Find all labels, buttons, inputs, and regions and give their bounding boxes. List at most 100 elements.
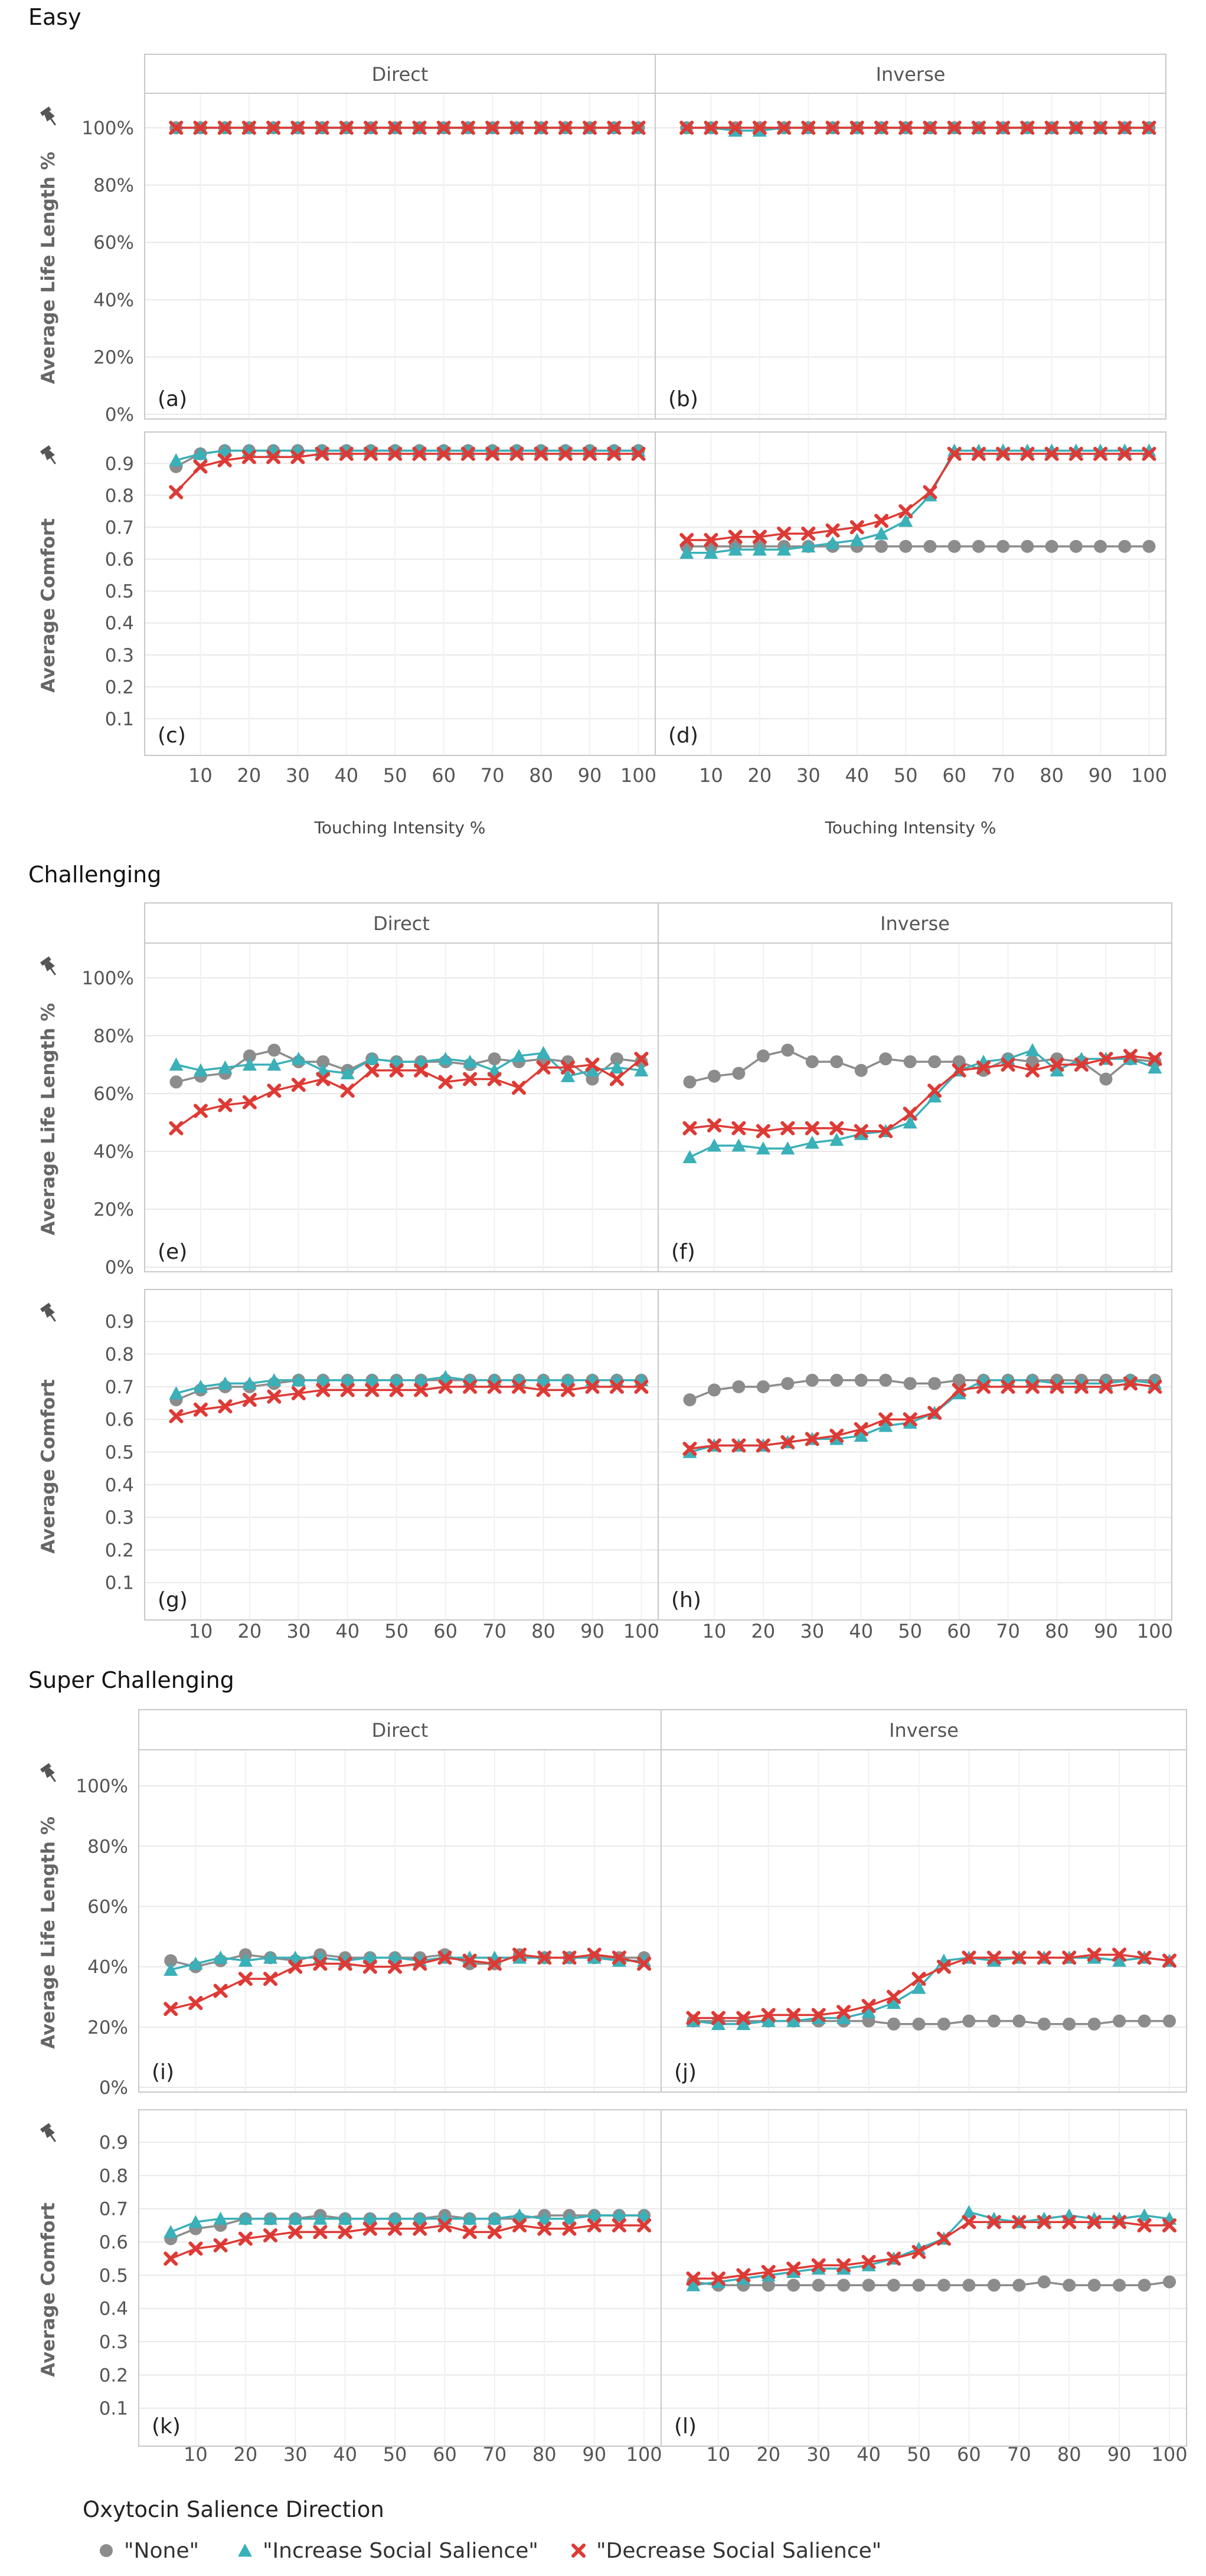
x-tick-label: 30 bbox=[796, 764, 821, 787]
data-point-decrease bbox=[607, 447, 622, 461]
y-tick-label: 0.3 bbox=[105, 1507, 134, 1528]
data-point-increase bbox=[562, 2211, 577, 2225]
cross-stroke bbox=[923, 120, 937, 135]
data-point-decrease bbox=[460, 120, 475, 135]
cross-stroke bbox=[571, 2544, 586, 2558]
data-point-increase bbox=[780, 1141, 795, 1155]
pin-icon bbox=[40, 2123, 56, 2142]
cross-stroke bbox=[903, 1412, 917, 1427]
cross-stroke bbox=[587, 2218, 602, 2233]
data-point-none bbox=[164, 1954, 178, 1968]
cross-stroke bbox=[878, 1124, 893, 1138]
cross-stroke bbox=[1050, 1379, 1064, 1394]
panel-i: (i) bbox=[138, 1749, 662, 2093]
cross-stroke bbox=[585, 1058, 600, 1072]
data-point-none bbox=[1037, 2017, 1051, 2031]
data-point-decrease bbox=[340, 1084, 355, 1098]
data-point-increase bbox=[169, 1386, 184, 1400]
cross-stroke bbox=[786, 2008, 801, 2022]
data-point-decrease bbox=[509, 120, 524, 135]
cross-stroke bbox=[836, 2005, 851, 2019]
pin-head bbox=[40, 1763, 51, 1773]
cross-stroke bbox=[1037, 1950, 1051, 1965]
cross-stroke bbox=[267, 1084, 282, 1098]
data-point-none bbox=[1069, 539, 1083, 553]
data-point-decrease bbox=[631, 120, 646, 135]
data-point-decrease bbox=[365, 1063, 380, 1078]
cross-stroke bbox=[637, 2218, 652, 2233]
data-point-decrease bbox=[562, 2221, 577, 2236]
data-point-decrease bbox=[487, 2225, 502, 2240]
pin-body bbox=[44, 111, 55, 122]
data-point-decrease bbox=[193, 1402, 208, 1417]
x-tick-label: 20 bbox=[238, 1620, 262, 1642]
cross-stroke bbox=[388, 2221, 403, 2236]
data-point-decrease bbox=[777, 120, 792, 135]
data-point-decrease bbox=[267, 1084, 282, 1098]
panel-label: (k) bbox=[152, 2414, 181, 2438]
data-point-decrease bbox=[315, 447, 329, 461]
data-point-decrease bbox=[1112, 1947, 1127, 1962]
data-point-decrease bbox=[911, 2244, 926, 2259]
cross-stroke bbox=[340, 1084, 355, 1098]
data-point-none bbox=[1045, 539, 1058, 553]
data-point-decrease bbox=[874, 120, 889, 135]
data-point-decrease bbox=[1001, 1058, 1015, 1072]
cross-stroke bbox=[903, 1107, 917, 1121]
data-point-none bbox=[996, 539, 1010, 553]
cross-stroke bbox=[536, 1060, 551, 1075]
panel-label: (j) bbox=[674, 2060, 697, 2084]
data-point-increase bbox=[1050, 1063, 1064, 1076]
data-point-increase bbox=[854, 1428, 868, 1442]
data-point-increase bbox=[365, 1052, 380, 1065]
data-point-decrease bbox=[923, 485, 937, 499]
panel-b: (b) bbox=[655, 93, 1166, 420]
x-tick-label: 100 bbox=[1137, 1620, 1173, 1642]
cross-stroke bbox=[887, 1989, 901, 2004]
y-axis-label: Average Comfort bbox=[38, 2202, 59, 2377]
data-point-decrease bbox=[854, 1124, 868, 1138]
panel-c: (c) bbox=[144, 431, 656, 756]
x-tick-label: 100 bbox=[620, 764, 656, 787]
data-point-decrease bbox=[952, 1063, 966, 1078]
data-point-decrease bbox=[291, 1386, 306, 1400]
data-point-increase bbox=[927, 1089, 942, 1103]
cross-stroke bbox=[558, 120, 573, 135]
data-point-none bbox=[683, 1393, 697, 1406]
data-point-decrease bbox=[736, 2268, 751, 2283]
cross-stroke bbox=[849, 120, 864, 135]
data-point-decrease bbox=[583, 447, 597, 461]
cross-stroke bbox=[752, 120, 767, 135]
data-point-decrease bbox=[1087, 2215, 1102, 2230]
data-point-decrease bbox=[193, 1104, 208, 1118]
panel-frame bbox=[658, 1289, 1172, 1621]
x-tick-label: 30 bbox=[283, 2443, 308, 2466]
legend: Oxytocin Salience Direction "None" "Increa… bbox=[83, 2497, 881, 2563]
data-point-increase bbox=[805, 1135, 819, 1149]
data-point-decrease bbox=[164, 2251, 178, 2266]
x-tick-label: 90 bbox=[582, 2443, 606, 2466]
cross-stroke bbox=[947, 447, 962, 461]
cross-stroke bbox=[609, 1379, 624, 1394]
y-tick-label: 40% bbox=[93, 1141, 134, 1163]
data-point-none bbox=[787, 2279, 800, 2292]
x-tick-label: 70 bbox=[482, 1620, 506, 1642]
pin-needle bbox=[50, 2135, 56, 2142]
cross-stroke bbox=[1142, 447, 1156, 461]
data-point-decrease bbox=[315, 120, 329, 135]
x-tick-label: 50 bbox=[907, 2443, 931, 2466]
data-point-decrease bbox=[976, 1379, 991, 1394]
column-header-direct: Direct bbox=[373, 912, 430, 935]
data-point-decrease bbox=[682, 1121, 697, 1135]
data-point-decrease bbox=[217, 120, 232, 135]
data-point-decrease bbox=[952, 1383, 966, 1397]
data-point-none bbox=[1142, 539, 1156, 553]
pin-needle bbox=[50, 968, 56, 976]
data-point-none bbox=[707, 1069, 721, 1083]
panel-label: (g) bbox=[158, 1588, 188, 1612]
cross-stroke bbox=[756, 1438, 770, 1453]
chart-row-2: Average Comfort 0.1 0.2 0.3 0.4 0.5 0.6 0.7 0.8 0… bbox=[38, 431, 1166, 756]
cross-stroke bbox=[752, 529, 767, 544]
data-point-increase bbox=[612, 2208, 626, 2222]
data-point-decrease bbox=[1012, 1950, 1027, 1965]
